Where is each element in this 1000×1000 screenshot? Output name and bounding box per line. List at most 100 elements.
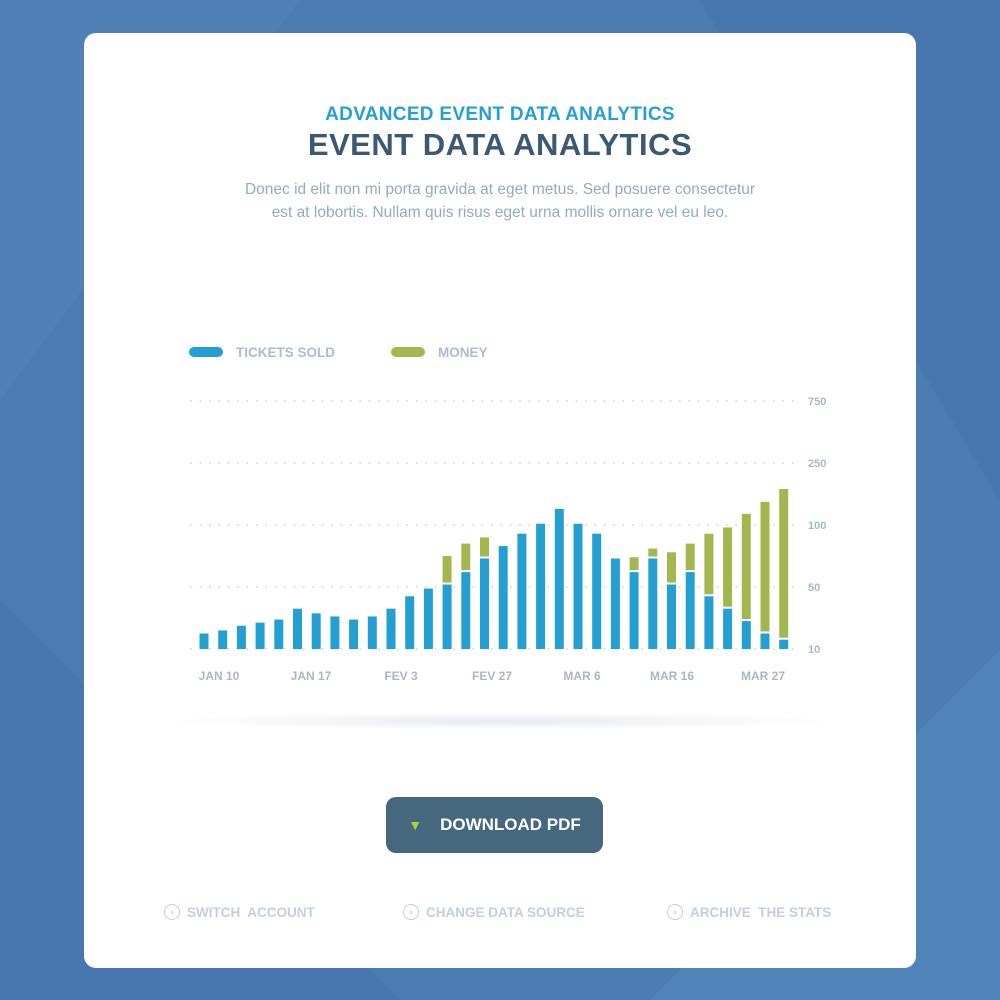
archive-stats-link[interactable]: › ARCHIVE THE STATS [667, 904, 831, 920]
gridline-dot [284, 524, 286, 526]
change-data-source-link[interactable]: › CHANGE DATA SOURCE [403, 904, 585, 920]
gridline-dot [707, 524, 709, 526]
gridline-dot [707, 400, 709, 402]
gridline-dot [415, 586, 418, 588]
legend-money-label: MONEY [438, 344, 488, 360]
gridline-dot [594, 524, 597, 526]
tickets-bar [667, 584, 676, 649]
gridline-dot [396, 648, 399, 650]
x-tick-label: MAR 27 [741, 669, 785, 683]
gridline-dot [754, 524, 756, 526]
gridline-dot [434, 648, 437, 650]
gridline-dot [265, 586, 268, 588]
gridline-dot [265, 648, 268, 650]
gridline-dot [528, 524, 531, 526]
gridline-dot [716, 400, 719, 402]
tickets-bar [685, 572, 695, 649]
gridline-dot [678, 586, 681, 588]
gridline-dot [387, 462, 390, 464]
change-data-source-label: CHANGE DATA SOURCE [426, 904, 585, 920]
gridline-dot [697, 524, 700, 526]
gridline-dot [321, 462, 324, 464]
tickets-bar [610, 558, 620, 649]
gridline-dot [782, 462, 785, 464]
gridline-dot [622, 524, 625, 526]
tickets-bar [405, 596, 415, 649]
gridline-dot [368, 524, 371, 526]
page-description: Donec id elit non mi porta gravida at eg… [244, 181, 756, 221]
tickets-bar [498, 546, 508, 649]
chevron-right-icon: › [667, 904, 683, 920]
gridline-dot [321, 586, 324, 588]
gridline-dot [650, 524, 653, 526]
gridline-dot [284, 586, 286, 588]
gridline-dot [190, 524, 192, 526]
legend-tickets: TICKETS SOLD [189, 343, 335, 361]
gridline-dot [584, 400, 587, 402]
gridline-dot [284, 648, 286, 650]
gridline-dot [547, 462, 550, 464]
gridline-dot [490, 524, 493, 526]
tickets-bar [255, 622, 265, 649]
gridline-dot [688, 400, 691, 402]
gridline-dot [716, 462, 719, 464]
tickets-bar [723, 608, 733, 649]
gridline-dot [406, 400, 409, 402]
gridline-dot [631, 524, 634, 526]
gridline-dot [378, 648, 380, 650]
gridline-dot [678, 648, 681, 650]
gridline-dot [472, 586, 474, 588]
gridline-dot [321, 648, 324, 650]
gridline-dot [500, 400, 503, 402]
gridline-dot [584, 462, 587, 464]
gridline-dot [415, 524, 418, 526]
legend-money: MONEY [391, 343, 488, 361]
download-pdf-button[interactable]: ▼ DOWNLOAD PDF [386, 797, 603, 853]
tickets-bar [573, 523, 583, 649]
gridline-dot [754, 586, 756, 588]
gridline-dot [443, 400, 446, 402]
gridline-dot [321, 400, 324, 402]
gridline-dot [218, 400, 221, 402]
gridline-dot [641, 400, 644, 402]
money-bar [760, 501, 770, 632]
gridline-dot [208, 462, 211, 464]
gridline-dot [284, 400, 286, 402]
gridline-dot [237, 400, 239, 402]
gridline-dot [237, 586, 239, 588]
gridline-dot [359, 462, 362, 464]
gridline-dot [528, 462, 531, 464]
gridline-dot [481, 400, 484, 402]
gridline-dot [208, 586, 211, 588]
gridline-dot [603, 586, 606, 588]
gridline-dot [406, 524, 409, 526]
tickets-bar [199, 633, 209, 649]
switch-account-link[interactable]: › SWITCH ACCOUNT [164, 904, 315, 920]
gridline-dot [293, 524, 296, 526]
gridline-dot [331, 462, 333, 464]
download-label: DOWNLOAD PDF [440, 815, 581, 834]
gridline-dot [359, 524, 362, 526]
y-tick-label: 100 [808, 520, 826, 532]
gridline-dot [472, 400, 474, 402]
gridline-dot [697, 462, 700, 464]
gridline-dot [425, 462, 427, 464]
gridline-dot [791, 462, 794, 464]
gridline-dot [265, 400, 268, 402]
gridline-dot [265, 462, 268, 464]
gridline-dot [246, 462, 249, 464]
gridline-dot [415, 648, 418, 650]
gridline-dot [631, 462, 634, 464]
gridline-dot [603, 462, 606, 464]
x-tick-label: JAN 10 [199, 669, 240, 683]
gridline-dot [707, 462, 709, 464]
gridline-dot [190, 462, 192, 464]
x-tick-label: FEV 27 [472, 669, 512, 683]
gridline-dot [566, 462, 568, 464]
gridline-dot [744, 462, 747, 464]
gridline-dot [312, 400, 315, 402]
gridline-dot [556, 462, 559, 464]
gridline-dot [500, 524, 503, 526]
gridline-dot [434, 586, 437, 588]
gridline-dot [368, 400, 371, 402]
